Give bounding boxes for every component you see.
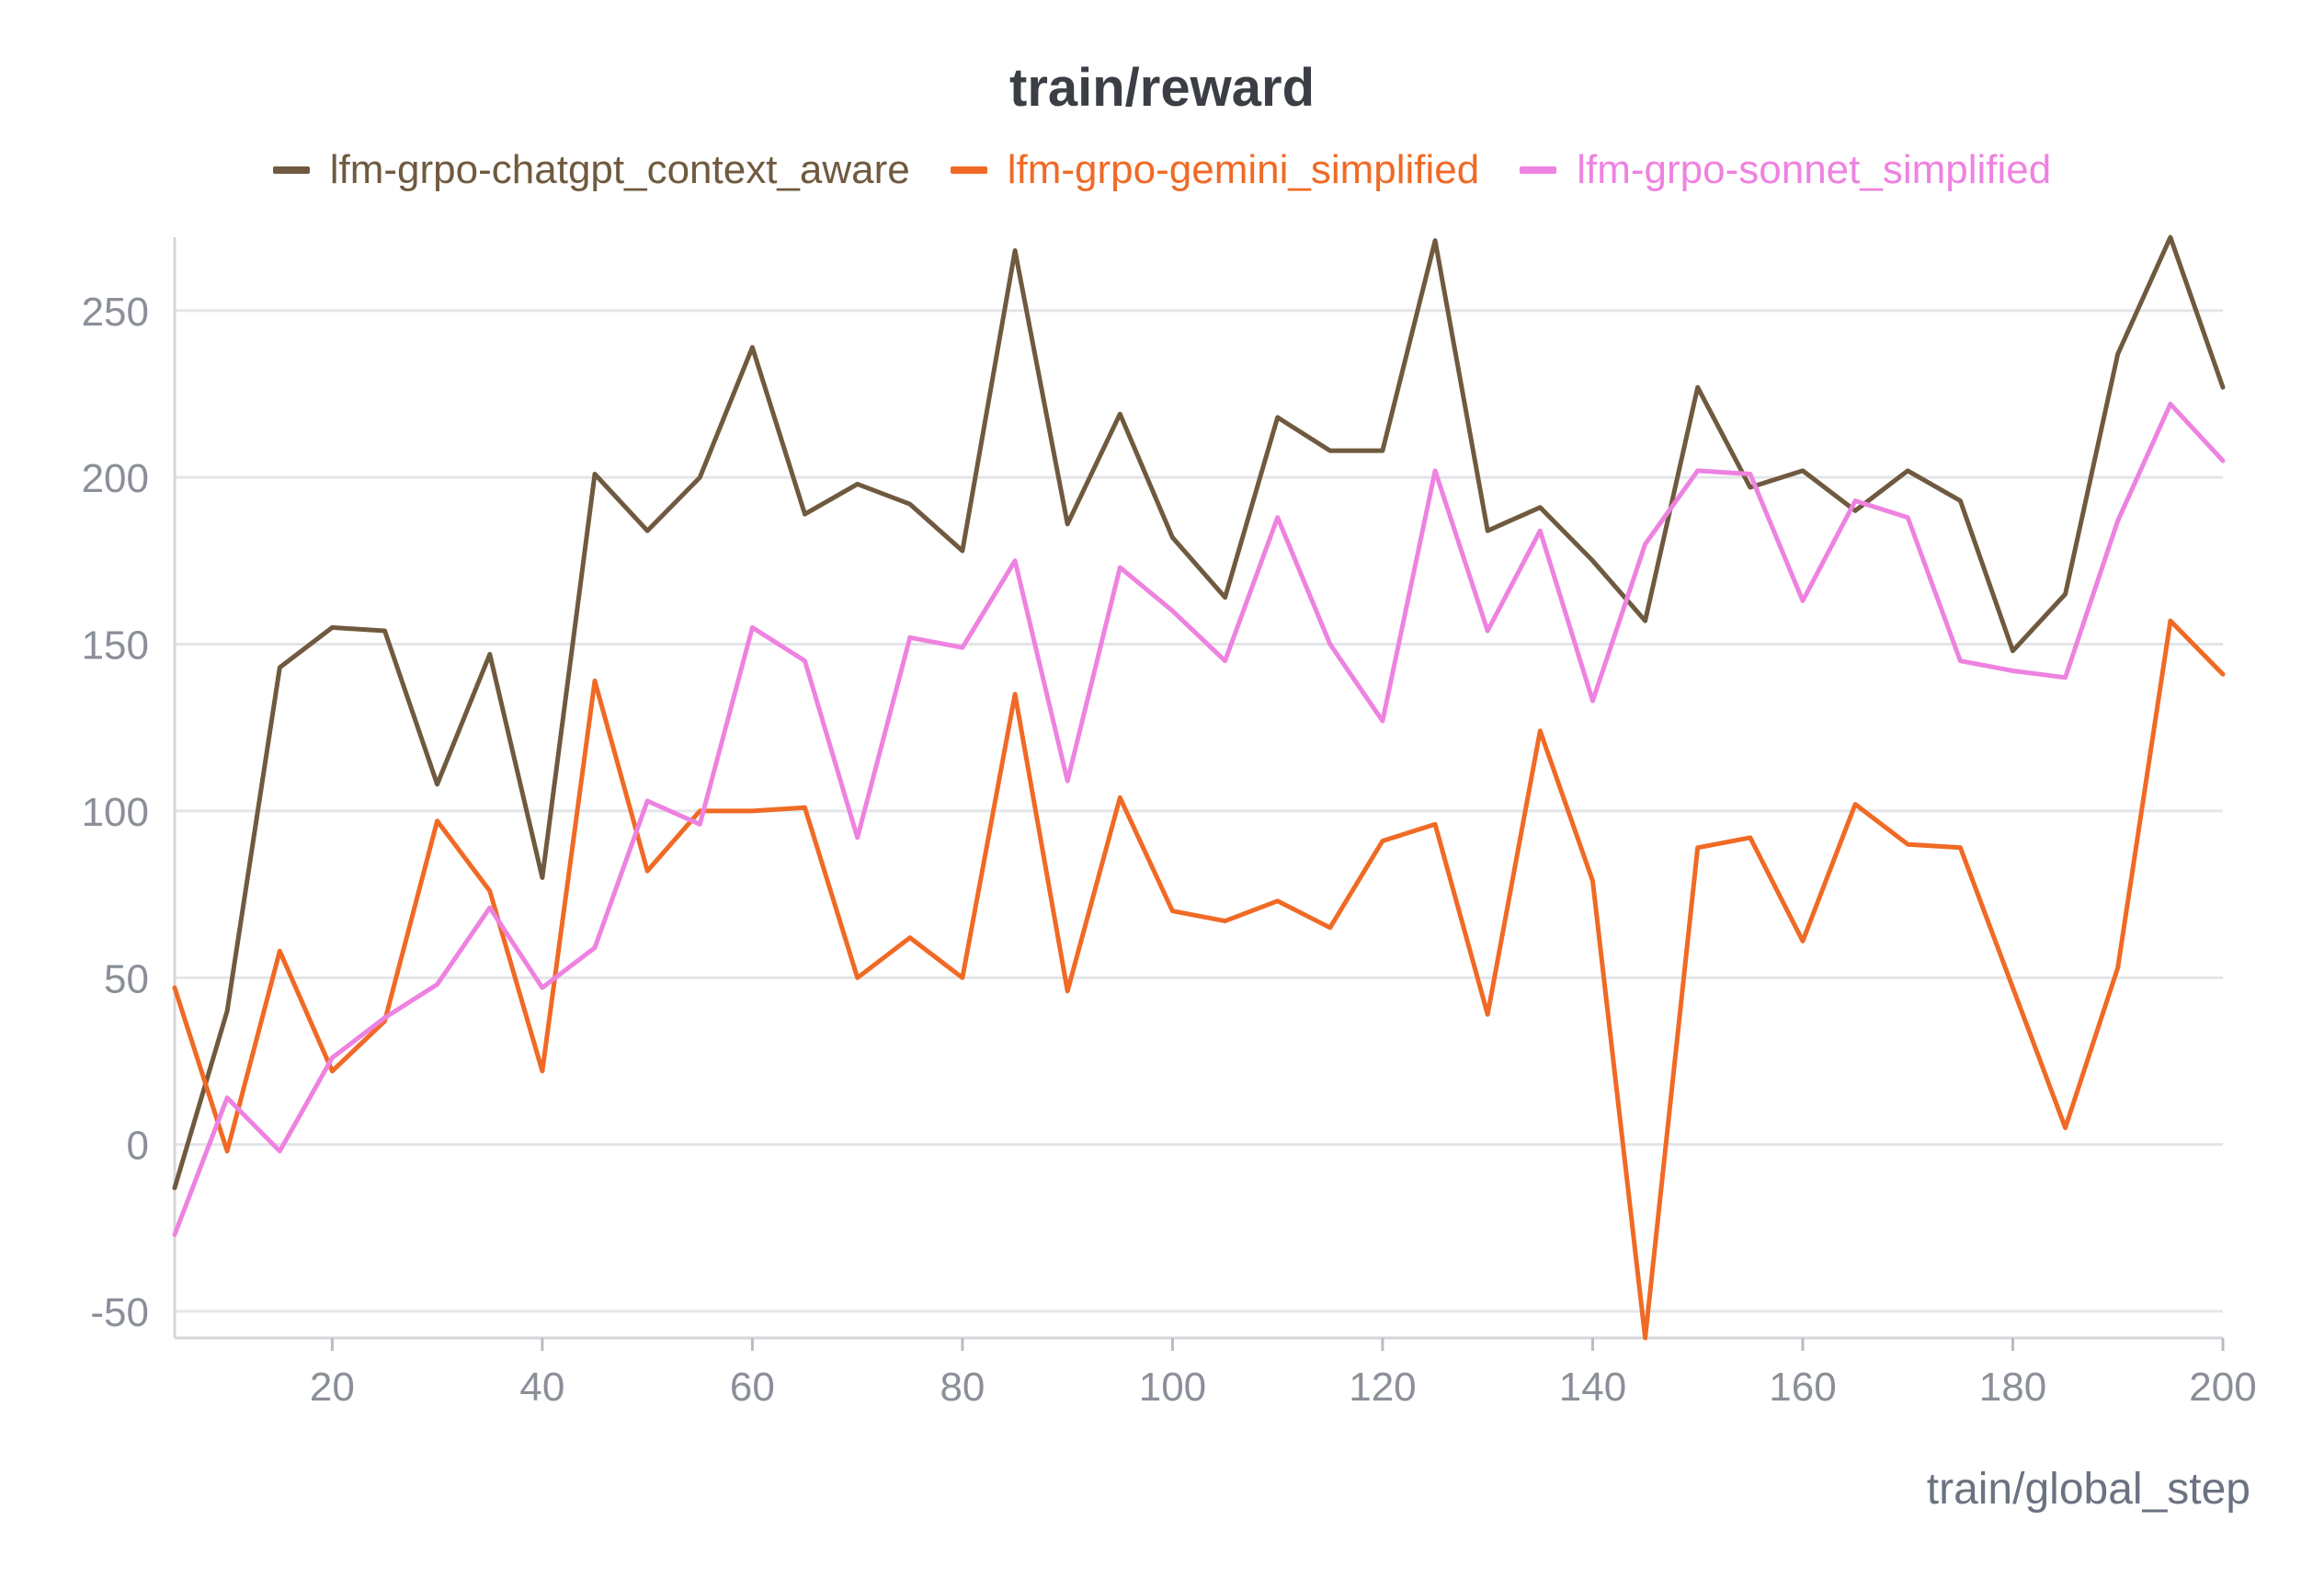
y-tick-label: 200 (82, 456, 149, 501)
y-tick-label: 50 (104, 956, 149, 1001)
legend-label: lfm-grpo-gemini_simplified (1007, 147, 1480, 192)
x-tick-label: 60 (730, 1365, 775, 1410)
x-tick-label: 180 (1979, 1365, 2046, 1410)
legend-label: lfm-grpo-sonnet_simplified (1577, 147, 2052, 192)
legend-label: lfm-grpo-chatgpt_context_aware (329, 147, 910, 192)
x-tick-label: 120 (1349, 1365, 1416, 1410)
x-tick-label: 20 (310, 1365, 355, 1410)
series-line-2 (172, 618, 2226, 1341)
legend-item-2: lfm-grpo-gemini_simplified (950, 147, 1480, 193)
legend-item-1: lfm-grpo-chatgpt_context_aware (272, 147, 910, 193)
x-tick-label: 40 (519, 1365, 564, 1410)
x-tick-label: 100 (1139, 1365, 1206, 1410)
x-tick-label: 160 (1769, 1365, 1836, 1410)
legend: lfm-grpo-chatgpt_context_aware lfm-grpo-g… (0, 147, 2324, 193)
series-line-3 (172, 401, 2226, 1238)
x-tick-label: 80 (940, 1365, 985, 1410)
legend-item-3: lfm-grpo-sonnet_simplified (1520, 147, 2051, 193)
series-line-1 (172, 234, 2226, 1191)
x-axis-label: train/global_step (1926, 1465, 2250, 1514)
x-tick-label: 140 (1559, 1365, 1626, 1410)
legend-swatch (1520, 166, 1557, 174)
y-tick-label: -50 (90, 1290, 149, 1335)
chart-title: train/reward (1009, 58, 1315, 118)
x-tick-label: 200 (2189, 1365, 2256, 1410)
legend-swatch (272, 166, 310, 174)
y-tick-label: 100 (82, 790, 149, 835)
y-tick-label: 0 (127, 1124, 149, 1169)
legend-swatch (950, 166, 987, 174)
y-tick-label: 150 (82, 623, 149, 669)
y-tick-label: 250 (82, 290, 149, 335)
